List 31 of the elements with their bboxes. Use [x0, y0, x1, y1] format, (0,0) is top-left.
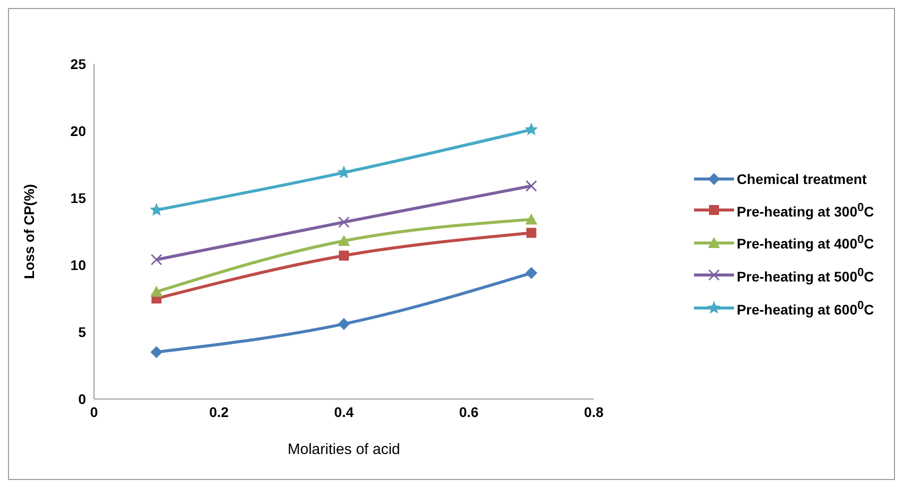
x-tick-label: 0.2	[209, 404, 229, 420]
point	[150, 203, 164, 216]
point	[338, 216, 350, 228]
point	[525, 267, 538, 280]
point	[524, 122, 538, 136]
y-tick-label: 25	[70, 56, 86, 72]
x-tick-label: 0.6	[459, 404, 479, 420]
x-tick-label: 0.4	[334, 404, 354, 420]
point	[338, 318, 350, 330]
legend-label: Pre-heating at 400$^{0}$C	[736, 233, 874, 252]
point	[150, 286, 162, 297]
point	[526, 180, 538, 192]
point	[338, 250, 349, 261]
point	[525, 213, 538, 224]
y-tick-label: 10	[70, 256, 86, 273]
x-tick-label: 0	[90, 404, 98, 420]
y-tick-label: 20	[70, 122, 86, 139]
point	[526, 228, 536, 238]
y-axis-title: Loss of CP(%)	[20, 184, 37, 279]
legend-label: Pre-heating at 300$^{0}$C	[736, 200, 874, 220]
x-axis-title: Molarities of acid	[288, 441, 400, 458]
y-tick-label: 0	[78, 390, 86, 407]
legend-label: Pre-heating at 500$^{0}$C	[736, 266, 874, 285]
x-tick-label: 0.8	[584, 404, 604, 420]
point	[338, 234, 350, 246]
legend-label: Chemical treatment	[736, 170, 867, 187]
y-tick-label: 15	[70, 190, 86, 206]
point	[150, 254, 162, 266]
y-tick-label: 5	[78, 324, 86, 340]
point	[150, 346, 162, 358]
legend-label: Pre-heating at 600$^{0}$C	[736, 298, 874, 318]
